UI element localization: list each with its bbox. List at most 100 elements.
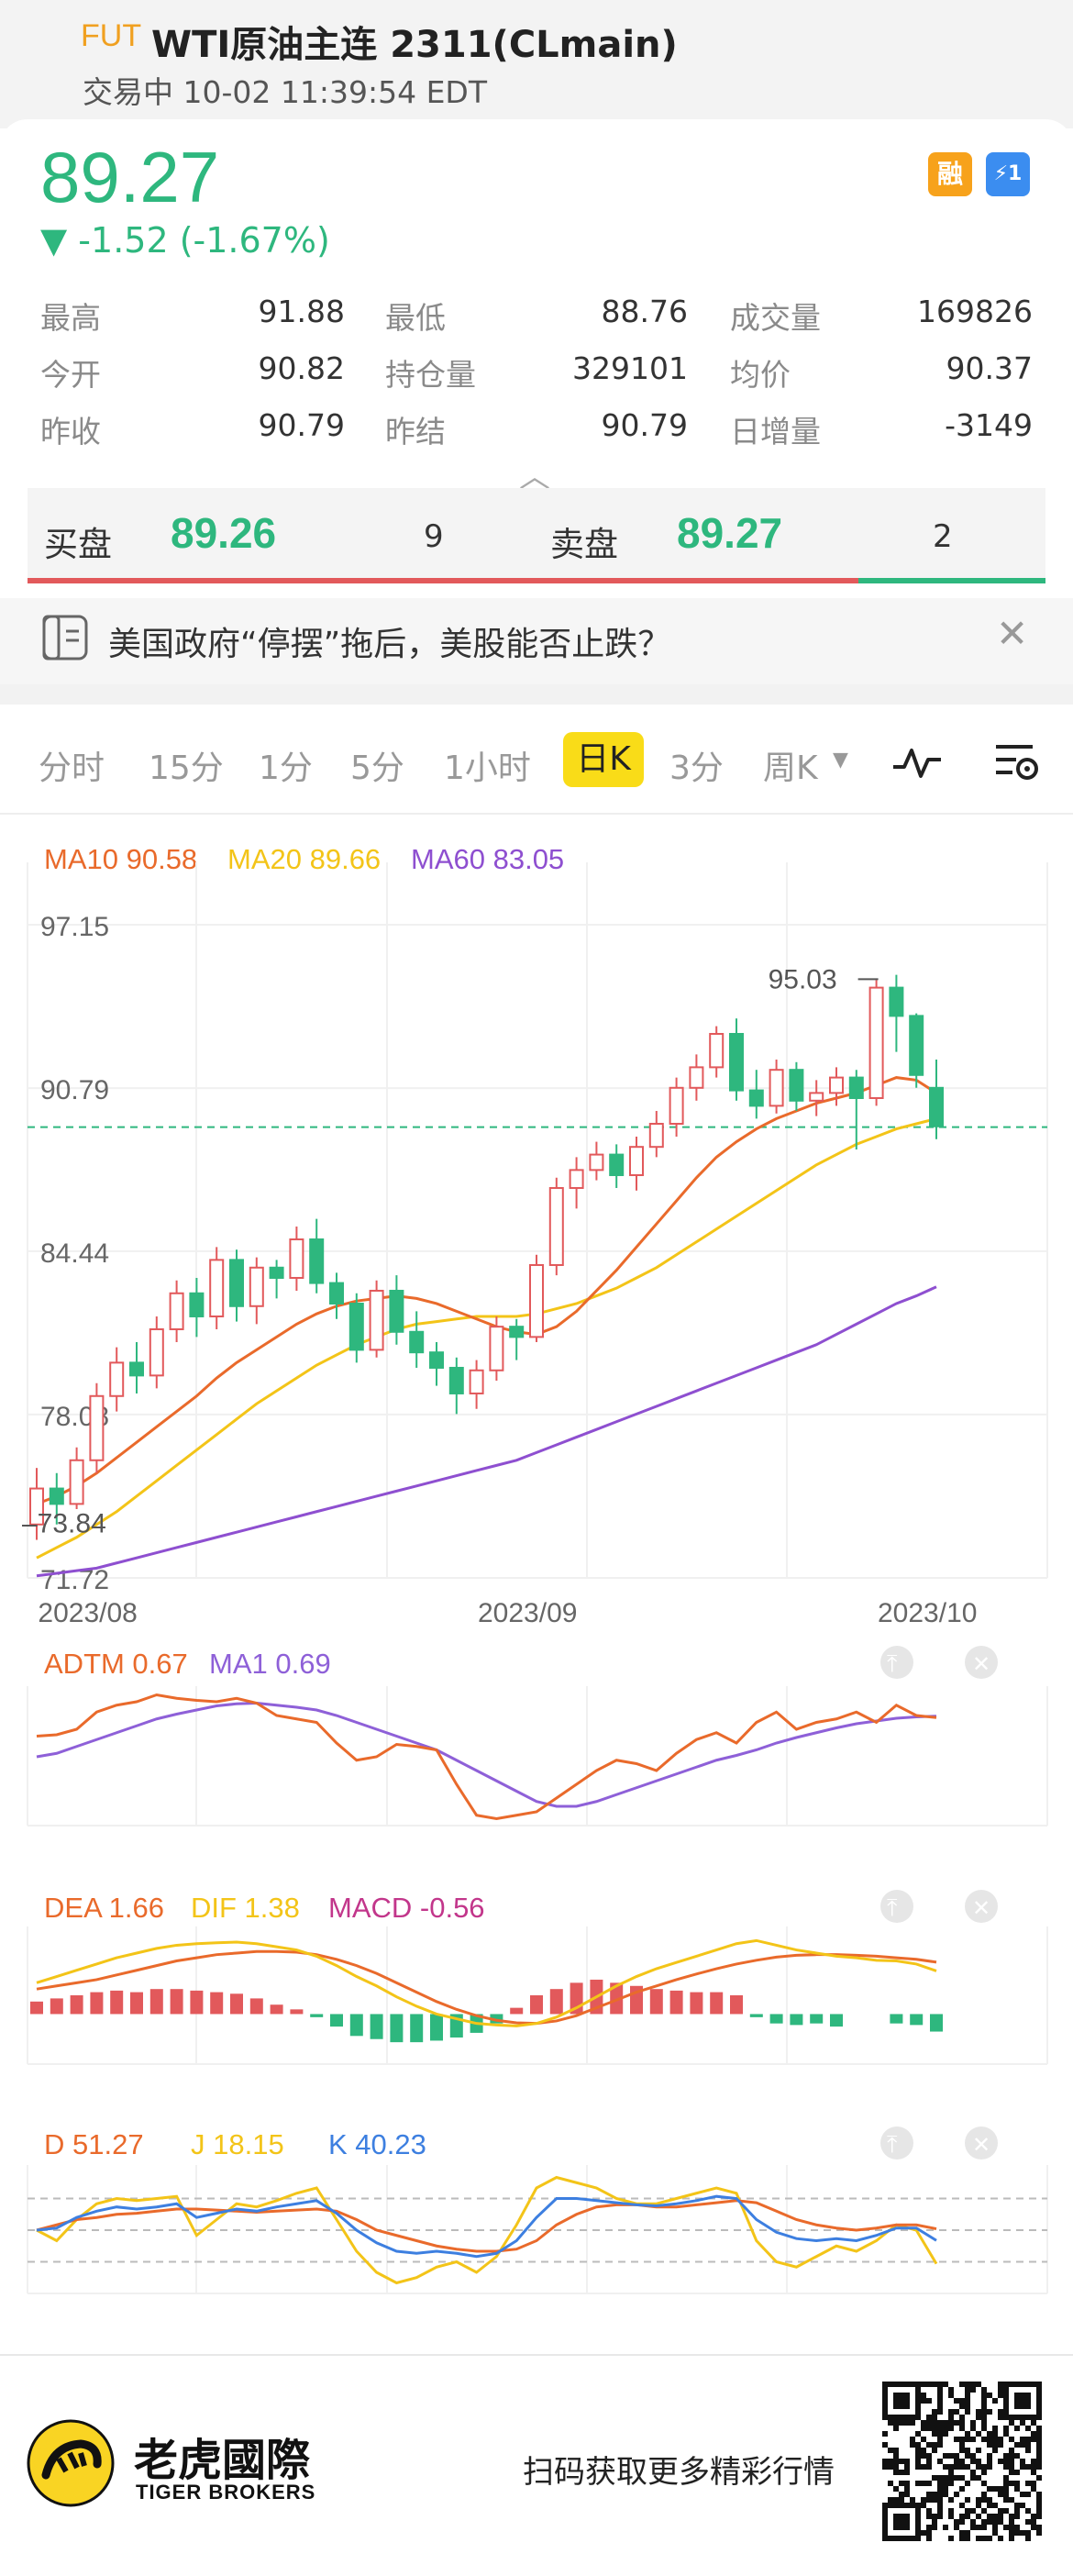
stat-value: 329101 xyxy=(572,350,688,386)
macd-bar xyxy=(649,1989,663,2015)
news-banner[interactable] xyxy=(0,598,1073,684)
order-book xyxy=(28,488,1045,583)
candle-body xyxy=(429,1351,444,1369)
macd-bar xyxy=(190,1990,204,2015)
close-icon xyxy=(965,2126,998,2160)
legend-d: D 51.27 xyxy=(44,2128,144,2160)
candle-body xyxy=(89,1394,105,1461)
legend-j: J 18.15 xyxy=(191,2128,284,2160)
tab-period[interactable]: 3分 xyxy=(669,749,724,787)
d-line xyxy=(36,2199,937,2253)
pin-icon-glyph: ⤒ xyxy=(887,2130,898,2158)
macd-bar xyxy=(669,1990,683,2015)
close-icon[interactable]: ✕ xyxy=(996,611,1029,656)
candle-body xyxy=(609,1153,625,1176)
trading-status: 交易中 10-02 11:39:54 EDT xyxy=(83,74,487,110)
pin-icon-glyph: ⤒ xyxy=(887,1893,898,1921)
macd-bar xyxy=(890,2014,903,2024)
macd-bar xyxy=(749,2014,763,2017)
stat-label: 今开 xyxy=(40,357,101,393)
tiger-logo-icon xyxy=(27,2419,115,2507)
indicator-line-icon[interactable] xyxy=(891,739,943,783)
close-icon-glyph: ✕ xyxy=(972,1652,990,1677)
candle-body xyxy=(648,1122,664,1149)
macd-bar xyxy=(930,2014,943,2032)
page-title[interactable]: WTI原油主连 2311(CLmain) xyxy=(151,24,678,66)
stat-value: 91.88 xyxy=(258,294,345,329)
news-headline[interactable]: 美国政府“停摆”拖后，美股能否止跌？ xyxy=(108,626,671,663)
macd-bar xyxy=(490,2014,503,2024)
candle-body xyxy=(69,1459,84,1505)
candle-body xyxy=(389,1289,404,1333)
candle-body xyxy=(489,1326,504,1371)
brand-name-cn: 老虎國際 xyxy=(134,2435,311,2486)
candle-body xyxy=(249,1266,264,1307)
x-tick-label: 2023/08 xyxy=(38,1598,137,1628)
tab-weekly-dropdown-icon[interactable]: ▼ xyxy=(833,749,848,772)
ma10-line xyxy=(36,1076,937,1505)
macd-bar xyxy=(830,2014,843,2027)
macd-bar xyxy=(690,1992,703,2015)
macd-bar xyxy=(210,1992,224,2015)
k-line xyxy=(36,2194,937,2259)
stat-label: 最高 xyxy=(40,300,101,336)
macd-bar xyxy=(130,1992,143,2015)
tab-period[interactable]: 周K xyxy=(763,749,818,787)
tab-period[interactable]: 1分 xyxy=(259,749,313,787)
adtm-line xyxy=(36,1693,937,1821)
stat-label: 昨结 xyxy=(385,414,446,450)
tab-period[interactable]: 1小时 xyxy=(444,749,531,787)
dif-line xyxy=(36,1938,937,2027)
macd-bar xyxy=(70,1995,83,2015)
candle-body xyxy=(848,1076,864,1099)
candle-body xyxy=(269,1266,284,1279)
legend-ma60: MA60 83.05 xyxy=(411,843,564,875)
kline-chart[interactable]: MA10 90.58 MA20 89.66 MA60 83.05 97.15 90.79… xyxy=(0,816,1073,2339)
bid-price: 89.26 xyxy=(171,509,277,557)
candle-body xyxy=(309,1238,325,1284)
chart-settings-icon[interactable] xyxy=(992,738,1040,785)
tab-daily-k[interactable]: 日K xyxy=(563,732,644,787)
macd-bar xyxy=(549,1989,563,2015)
qr-code-icon[interactable] xyxy=(882,2382,1042,2541)
x-tick-label: 2023/09 xyxy=(478,1598,577,1628)
candle-body xyxy=(909,1015,924,1076)
candle-body xyxy=(469,1369,484,1394)
stat-label: 日增量 xyxy=(730,414,821,450)
candle-body xyxy=(809,1092,824,1102)
brand-name-en: TIGER BROKERS xyxy=(136,2481,316,2504)
macd-bar xyxy=(430,2014,443,2041)
candle-body xyxy=(789,1069,804,1102)
macd-bar xyxy=(769,2014,783,2024)
close-icon-glyph: ✕ xyxy=(972,1896,990,1921)
ma20-line xyxy=(36,1116,937,1560)
ask-label: 卖盘 xyxy=(550,525,618,564)
tab-period[interactable]: 5分 xyxy=(350,749,404,787)
macd-bar xyxy=(510,2007,524,2015)
tab-period[interactable]: 分时 xyxy=(39,749,105,787)
ask-price: 89.27 xyxy=(677,509,783,557)
margin-badge[interactable]: 融 xyxy=(928,152,972,196)
max-price-label: 95.03 xyxy=(769,964,837,994)
j-line xyxy=(36,2175,938,2285)
candle-body xyxy=(129,1361,144,1377)
candle-body xyxy=(369,1289,384,1351)
macd-bar xyxy=(290,2009,304,2015)
y-tick-label: 90.79 xyxy=(40,1075,109,1105)
candle-body xyxy=(729,1032,744,1092)
macd-bar xyxy=(810,2014,824,2024)
close-icon xyxy=(965,1890,998,1923)
y-tick-label: 97.15 xyxy=(40,912,109,942)
stat-value: 88.76 xyxy=(601,294,688,329)
candle-body xyxy=(509,1326,525,1338)
close-icon-glyph: ✕ xyxy=(972,2133,990,2158)
macd-bar xyxy=(330,2014,343,2027)
candle-body xyxy=(589,1153,604,1171)
candle-body xyxy=(748,1089,764,1107)
legend-macd: MACD -0.56 xyxy=(328,1892,485,1924)
tab-period[interactable]: 15分 xyxy=(149,749,224,787)
lightning-badge-icon[interactable]: ⚡1 xyxy=(986,152,1030,196)
stat-label: 成交量 xyxy=(730,300,821,336)
bid-strength-bar xyxy=(28,578,858,583)
bid-quantity: 9 xyxy=(424,518,444,555)
